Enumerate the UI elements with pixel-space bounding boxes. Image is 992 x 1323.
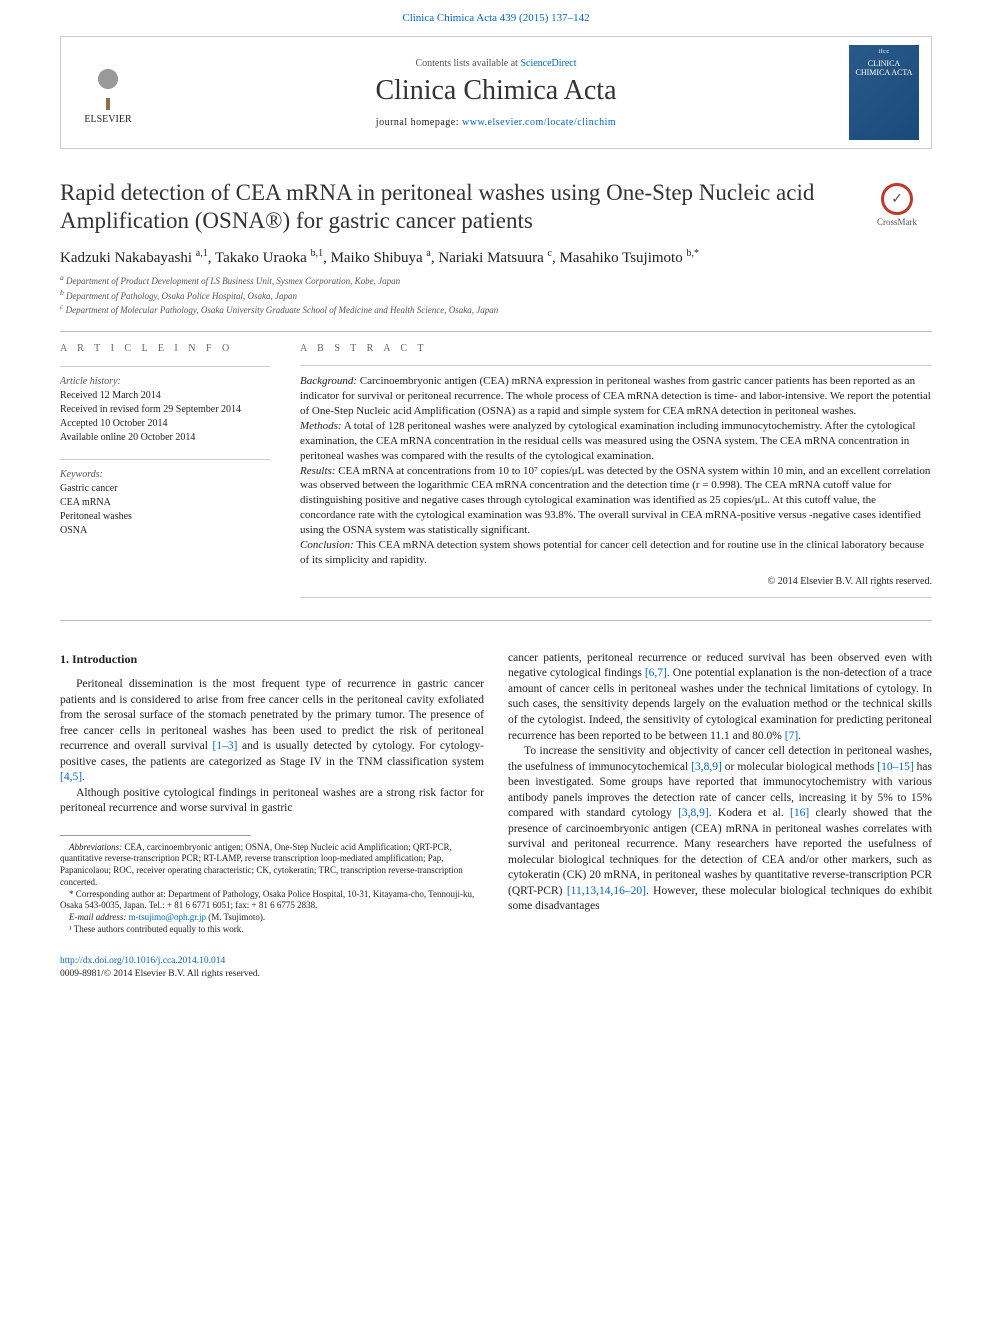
author-sup: c bbox=[548, 248, 552, 259]
header-center: Contents lists available at ScienceDirec… bbox=[143, 58, 849, 128]
keyword: OSNA bbox=[60, 524, 270, 538]
author-sup: b,1 bbox=[311, 248, 324, 259]
citation-link[interactable]: [16] bbox=[790, 807, 809, 819]
page-footer: http://dx.doi.org/10.1016/j.cca.2014.10.… bbox=[60, 955, 932, 980]
history-item: Available online 20 October 2014 bbox=[60, 431, 270, 445]
corresponding-author-footnote: * Corresponding author at: Department of… bbox=[60, 889, 484, 912]
body-paragraph: To increase the sensitivity and objectiv… bbox=[508, 744, 932, 915]
keyword: CEA mRNA bbox=[60, 496, 270, 510]
top-citation-link[interactable]: Clinica Chimica Acta 439 (2015) 137–142 bbox=[402, 12, 589, 24]
equal-contribution-footnote: ¹ These authors contributed equally to t… bbox=[60, 924, 484, 936]
journal-homepage: journal homepage: www.elsevier.com/locat… bbox=[143, 117, 849, 128]
abstract-divider bbox=[300, 365, 932, 366]
cover-title: CLINICA CHIMICA ACTA bbox=[853, 59, 915, 77]
email-footnote: E-mail address: m-tsujimo@oph.gr.jp (M. … bbox=[60, 912, 484, 924]
abstract-divider bbox=[300, 597, 932, 598]
citation-link[interactable]: [10–15] bbox=[877, 761, 913, 773]
keywords-block: Keywords: Gastric cancer CEA mRNA Perito… bbox=[60, 468, 270, 538]
cover-brand: ifcc bbox=[853, 49, 915, 55]
column-right: cancer patients, peritoneal recurrence o… bbox=[508, 651, 932, 935]
keywords-label: Keywords: bbox=[60, 468, 270, 482]
affiliation: b Department of Pathology, Osaka Police … bbox=[60, 288, 932, 303]
crossmark-badge[interactable]: CrossMark bbox=[862, 183, 932, 227]
article-title: Rapid detection of CEA mRNA in peritonea… bbox=[60, 179, 932, 234]
email-link[interactable]: m-tsujimo@oph.gr.jp bbox=[129, 912, 206, 922]
author-sup: a,1 bbox=[196, 248, 208, 259]
journal-name: Clinica Chimica Acta bbox=[143, 75, 849, 107]
abbreviations-footnote: Abbreviations: CEA, carcinoembryonic ant… bbox=[60, 842, 484, 889]
abstract-methods: Methods: A total of 128 peritoneal washe… bbox=[300, 419, 932, 464]
journal-header: ELSEVIER Contents lists available at Sci… bbox=[60, 36, 932, 149]
abstract-copyright: © 2014 Elsevier B.V. All rights reserved… bbox=[300, 575, 932, 589]
footnote-divider bbox=[60, 835, 251, 836]
abstract-conclusion: Conclusion: This CEA mRNA detection syst… bbox=[300, 538, 932, 568]
crossmark-label: CrossMark bbox=[877, 217, 917, 227]
history-item: Received in revised form 29 September 20… bbox=[60, 403, 270, 417]
body-paragraph: cancer patients, peritoneal recurrence o… bbox=[508, 651, 932, 744]
history-item: Accepted 10 October 2014 bbox=[60, 417, 270, 431]
top-citation: Clinica Chimica Acta 439 (2015) 137–142 bbox=[0, 0, 992, 32]
abstract-background: Background: Carcinoembryonic antigen (CE… bbox=[300, 374, 932, 419]
homepage-link[interactable]: www.elsevier.com/locate/clinchim bbox=[462, 117, 616, 128]
keyword: Peritoneal washes bbox=[60, 510, 270, 524]
section-divider bbox=[60, 620, 932, 621]
crossmark-icon bbox=[881, 183, 913, 215]
article-info: A R T I C L E I N F O Article history: R… bbox=[60, 342, 270, 606]
body-text: 1. Introduction Peritoneal dissemination… bbox=[60, 651, 932, 935]
history-item: Received 12 March 2014 bbox=[60, 389, 270, 403]
citation-link[interactable]: [6,7] bbox=[645, 667, 667, 679]
title-block: Rapid detection of CEA mRNA in peritonea… bbox=[60, 179, 932, 234]
authors-line: Kadzuki Nakabayashi a,1, Takako Uraoka b… bbox=[60, 248, 932, 267]
section-divider bbox=[60, 331, 932, 332]
citation-link[interactable]: [11,13,14,16–20] bbox=[567, 885, 646, 897]
journal-cover-thumbnail: ifcc CLINICA CHIMICA ACTA bbox=[849, 45, 919, 140]
history-label: Article history: bbox=[60, 375, 270, 389]
elsevier-tree-icon bbox=[83, 60, 133, 110]
contents-available: Contents lists available at ScienceDirec… bbox=[143, 58, 849, 69]
citation-link[interactable]: [3,8,9] bbox=[678, 807, 709, 819]
introduction-heading: 1. Introduction bbox=[60, 651, 484, 667]
footnotes: Abbreviations: CEA, carcinoembryonic ant… bbox=[60, 842, 484, 936]
keyword: Gastric cancer bbox=[60, 482, 270, 496]
author-sup: b,* bbox=[686, 248, 699, 259]
abstract: A B S T R A C T Background: Carcinoembry… bbox=[300, 342, 932, 606]
info-abstract-row: A R T I C L E I N F O Article history: R… bbox=[60, 342, 932, 606]
author-sup: a bbox=[426, 248, 430, 259]
publisher-logo: ELSEVIER bbox=[73, 60, 143, 125]
article-info-heading: A R T I C L E I N F O bbox=[60, 342, 270, 356]
citation-link[interactable]: [1–3] bbox=[213, 740, 238, 752]
sciencedirect-link[interactable]: ScienceDirect bbox=[520, 58, 576, 69]
citation-link[interactable]: [7] bbox=[785, 730, 798, 742]
issn-copyright: 0009-8981/© 2014 Elsevier B.V. All right… bbox=[60, 969, 260, 979]
info-divider bbox=[60, 459, 270, 460]
abstract-results: Results: CEA mRNA at concentrations from… bbox=[300, 464, 932, 538]
column-left: 1. Introduction Peritoneal dissemination… bbox=[60, 651, 484, 935]
citation-link[interactable]: [4,5] bbox=[60, 771, 82, 783]
abstract-heading: A B S T R A C T bbox=[300, 342, 932, 356]
affiliations: a Department of Product Development of L… bbox=[60, 273, 932, 317]
body-paragraph: Although positive cytological findings i… bbox=[60, 786, 484, 817]
citation-link[interactable]: [3,8,9] bbox=[691, 761, 722, 773]
info-divider bbox=[60, 366, 270, 367]
publisher-name: ELSEVIER bbox=[73, 114, 143, 125]
body-paragraph: Peritoneal dissemination is the most fre… bbox=[60, 677, 484, 786]
article-history: Article history: Received 12 March 2014 … bbox=[60, 375, 270, 445]
affiliation: c Department of Molecular Pathology, Osa… bbox=[60, 302, 932, 317]
doi-link[interactable]: http://dx.doi.org/10.1016/j.cca.2014.10.… bbox=[60, 956, 225, 966]
affiliation: a Department of Product Development of L… bbox=[60, 273, 932, 288]
